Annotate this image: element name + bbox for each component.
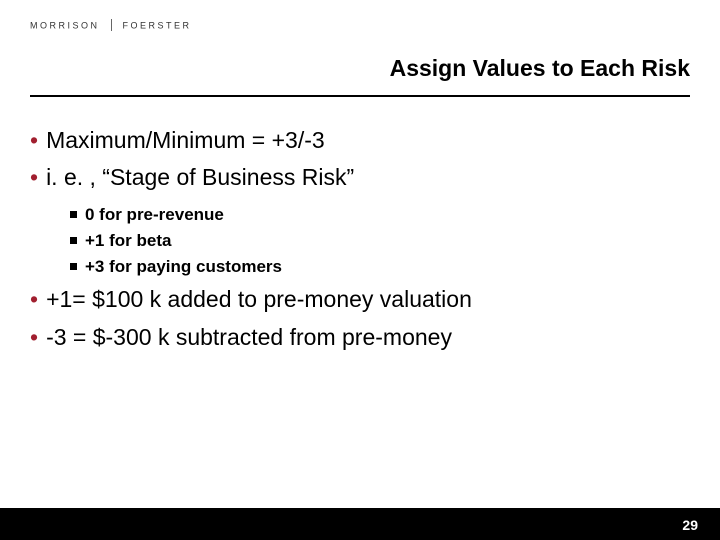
- bullet-item: • i. e. , “Stage of Business Risk”: [30, 162, 690, 193]
- bullet-dot-icon: •: [30, 284, 38, 315]
- bullet-item: • -3 = $-300 k subtracted from pre-money: [30, 322, 690, 353]
- bullet-text: -3 = $-300 k subtracted from pre-money: [46, 322, 452, 353]
- sub-bullet-item: +3 for paying customers: [70, 255, 690, 279]
- logo-divider: [111, 19, 112, 31]
- bullet-text: +1= $100 k added to pre-money valuation: [46, 284, 472, 315]
- bullet-dot-icon: •: [30, 125, 38, 156]
- sub-bullet-item: 0 for pre-revenue: [70, 203, 690, 227]
- bullet-dot-icon: •: [30, 162, 38, 193]
- sub-bullet-item: +1 for beta: [70, 229, 690, 253]
- bullet-square-icon: [70, 263, 77, 270]
- sub-bullet-text: +3 for paying customers: [85, 255, 282, 279]
- slide-title: Assign Values to Each Risk: [0, 55, 690, 82]
- logo-left: MORRISON: [30, 20, 100, 30]
- content: • Maximum/Minimum = +3/-3 • i. e. , “Sta…: [30, 125, 690, 359]
- bullet-square-icon: [70, 237, 77, 244]
- bullet-item: • +1= $100 k added to pre-money valuatio…: [30, 284, 690, 315]
- slide: MORRISON FOERSTER Assign Values to Each …: [0, 0, 720, 540]
- bullet-square-icon: [70, 211, 77, 218]
- bullet-item: • Maximum/Minimum = +3/-3: [30, 125, 690, 156]
- sub-bullet-text: 0 for pre-revenue: [85, 203, 224, 227]
- footer-bar: 29: [0, 508, 720, 540]
- sub-bullet-text: +1 for beta: [85, 229, 171, 253]
- bullet-text: i. e. , “Stage of Business Risk”: [46, 162, 354, 193]
- logo: MORRISON FOERSTER: [30, 20, 192, 32]
- logo-right: FOERSTER: [123, 20, 192, 30]
- bullet-text: Maximum/Minimum = +3/-3: [46, 125, 325, 156]
- bullet-dot-icon: •: [30, 322, 38, 353]
- title-rule: [30, 95, 690, 97]
- page-number: 29: [682, 517, 698, 533]
